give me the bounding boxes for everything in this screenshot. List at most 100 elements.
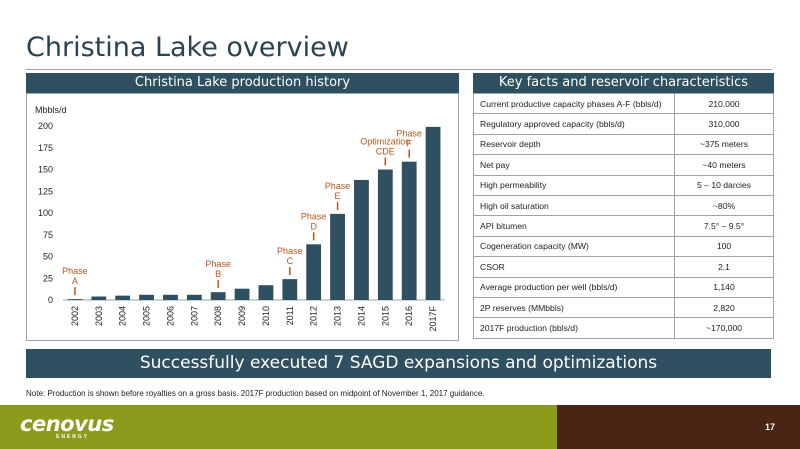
fact-label: Cogeneration capacity (MW) — [473, 235, 675, 258]
x-tick-label: 2004 — [118, 306, 128, 326]
annotation-label: Phase — [301, 211, 327, 221]
facts-row: Regulatory approved capacity (bbls/d) 310… — [473, 113, 774, 135]
fact-label: Average production per well (bbls/d) — [473, 276, 675, 298]
bar — [139, 294, 154, 300]
bar — [354, 179, 369, 300]
bar — [282, 279, 298, 300]
fact-value: ~170,000 — [674, 317, 774, 339]
y-tick-label: 25 — [43, 273, 53, 283]
bar — [377, 169, 393, 300]
bar — [330, 213, 345, 300]
fact-label: Reservoir depth — [473, 133, 675, 156]
bar — [401, 161, 417, 300]
annotation-label: D — [310, 221, 317, 231]
annotation-label: C — [287, 256, 294, 266]
bar — [67, 299, 83, 300]
page-number: 17 — [765, 422, 776, 432]
footer-bar-brown — [557, 405, 800, 449]
footnote: Note: Production is shown before royalti… — [26, 389, 485, 398]
fact-value: 7.5° – 9.5° — [674, 215, 774, 237]
x-tick-label: 2009 — [237, 306, 247, 326]
cenovus-logo: cenovus — [20, 412, 114, 436]
y-tick-label: 175 — [38, 143, 53, 153]
facts-row: Net pay ~40 meters — [473, 154, 774, 176]
annotation-label: Phase — [325, 181, 351, 191]
fact-value: 310,000 — [674, 113, 774, 135]
y-tick-label: 75 — [43, 230, 53, 240]
fact-value: 2.1 — [674, 256, 774, 278]
bar — [91, 296, 107, 300]
x-tick-label: 2016 — [404, 306, 414, 326]
cenovus-logo-subtitle: ENERGY — [56, 434, 90, 440]
fact-label: 2P reserves (MMbbls) — [473, 296, 675, 319]
x-tick-label: 2005 — [142, 306, 152, 326]
key-facts-table: Current productive capacity phases A-F (… — [473, 92, 774, 339]
bar — [186, 294, 202, 300]
fact-value: 100 — [674, 235, 774, 258]
facts-row: 2017F production (bbls/d) ~170,000 — [473, 317, 774, 339]
y-tick-label: 0 — [48, 295, 53, 305]
annotation-label: Phase — [396, 129, 422, 139]
bar — [425, 126, 441, 300]
x-tick-label: 2015 — [380, 306, 390, 326]
facts-row: 2P reserves (MMbbls) 2,820 — [473, 296, 774, 319]
facts-row: High permeability 5 – 10 darcies — [473, 174, 774, 196]
fact-value: 2,820 — [674, 296, 774, 319]
x-tick-label: 2008 — [213, 306, 223, 326]
y-tick-label: 100 — [38, 208, 53, 218]
fact-value: 1,140 — [674, 276, 774, 298]
slide-title: Christina Lake overview — [26, 32, 349, 63]
fact-label: High permeability — [473, 174, 675, 196]
facts-row: Current productive capacity phases A-F (… — [473, 92, 774, 115]
y-tick-label: 150 — [38, 165, 53, 175]
bar — [163, 294, 178, 300]
x-tick-label: 2014 — [356, 306, 366, 326]
fact-label: Current productive capacity phases A-F (… — [473, 92, 675, 115]
facts-row: API bitumen 7.5° – 9.5° — [473, 215, 774, 237]
fact-value: 210,000 — [674, 92, 774, 115]
annotation-label: E — [335, 191, 341, 201]
facts-row: CSOR 2.1 — [473, 256, 774, 278]
fact-label: CSOR — [473, 256, 675, 278]
bar — [258, 285, 274, 300]
facts-row: High oil saturation ~80% — [473, 194, 774, 217]
x-tick-label: 2002 — [70, 306, 80, 326]
x-tick-label: 2007 — [189, 306, 199, 326]
annotation-label: Phase — [62, 266, 88, 276]
annotation-label: Optimization — [360, 137, 410, 147]
y-tick-label: 200 — [38, 121, 53, 131]
x-tick-label: 2011 — [285, 306, 295, 325]
chart-panel-heading: Christina Lake production history — [26, 73, 459, 93]
bar — [234, 288, 250, 300]
x-tick-label: 2003 — [94, 306, 104, 326]
title-divider — [26, 69, 772, 70]
annotation-label: Phase — [205, 259, 231, 269]
fact-value: ~40 meters — [674, 154, 774, 176]
annotation-label: A — [72, 276, 78, 286]
bar — [210, 292, 226, 300]
summary-banner: Successfully executed 7 SAGD expansions … — [26, 349, 771, 378]
fact-label: 2017F production (bbls/d) — [473, 317, 675, 339]
fact-value: 5 – 10 darcies — [674, 174, 774, 196]
annotation-label: CDE — [376, 147, 395, 157]
x-tick-label: 2010 — [261, 306, 271, 326]
facts-row: Cogeneration capacity (MW) 100 — [473, 235, 774, 258]
bar — [306, 244, 322, 300]
y-tick-label: 125 — [38, 186, 53, 196]
fact-value: ~375 meters — [674, 133, 774, 156]
fact-label: Regulatory approved capacity (bbls/d) — [473, 113, 675, 135]
fact-label: API bitumen — [473, 215, 675, 237]
bar — [115, 295, 131, 300]
annotation-label: Phase — [277, 246, 303, 256]
facts-panel-heading: Key facts and reservoir characteristics — [473, 73, 774, 93]
facts-row: Reservoir depth ~375 meters — [473, 133, 774, 156]
y-tick-label: 50 — [43, 252, 53, 262]
annotation-label: F — [406, 139, 412, 149]
facts-row: Average production per well (bbls/d) 1,14… — [473, 276, 774, 298]
fact-value: ~80% — [674, 194, 774, 217]
production-chart-panel: Mbbls/d 0 25 50 75 100 125 150 175 200 2002 2003 200… — [26, 93, 459, 341]
x-tick-label: 2017F — [428, 306, 438, 332]
production-history-chart: Mbbls/d 0 25 50 75 100 125 150 175 200 2002 2003 200… — [35, 105, 445, 332]
x-tick-label: 2012 — [309, 306, 319, 326]
footer-bar-green — [0, 405, 557, 449]
